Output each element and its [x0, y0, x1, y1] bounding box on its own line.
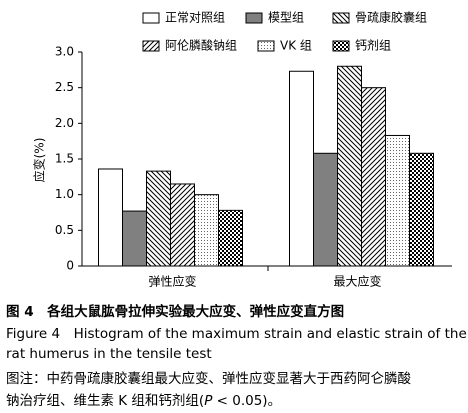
y-tick-label: 2.0 [55, 116, 74, 130]
bar [361, 87, 386, 267]
legend-label: VK 组 [280, 39, 312, 53]
x-tick-label: 最大应变 [333, 274, 381, 289]
bar [122, 210, 147, 267]
caption-note: 钠治疗组、维生素 K 组和钙剂组(P < 0.05)。 [6, 393, 281, 409]
legend-label: 骨疏康胶囊组 [355, 10, 427, 25]
y-tick-label: 1.5 [55, 152, 74, 166]
caption-title: 图 4 各组大鼠肱骨拉伸实验最大应变、弹性应变直方图 [6, 303, 344, 320]
bar [313, 152, 338, 267]
y-tick-label: 2.5 [55, 80, 74, 94]
legend-swatch [257, 40, 275, 52]
y-tick-label: 0.5 [55, 223, 74, 237]
note-text: 钠治疗组、维生素 K 组和钙剂组( [6, 393, 204, 409]
bar [385, 134, 410, 267]
note-text: P [204, 393, 213, 409]
legend-label: 阿伦膦酸钠组 [165, 38, 237, 53]
legend-swatch [142, 40, 160, 52]
bar [409, 152, 434, 267]
note-text: < 0.05)。 [212, 393, 281, 409]
y-tick-label: 3.0 [55, 45, 74, 59]
bar [146, 170, 171, 267]
bar [289, 70, 314, 267]
bar [218, 209, 243, 267]
legend-swatch [332, 12, 350, 24]
legend-label: 正常对照组 [165, 11, 225, 25]
x-tick-label: 弹性应变 [148, 274, 196, 289]
y-tick-label: 1.0 [55, 187, 74, 201]
caption-english: rat humerus in the tensile test [6, 346, 212, 362]
bar [194, 194, 219, 267]
legend-label: 模型组 [268, 11, 304, 25]
bar [98, 168, 123, 267]
legend-swatch [332, 40, 350, 52]
y-tick-label: 0 [66, 259, 74, 273]
caption-note: 图注：中药骨疏康胶囊组最大应变、弹性应变显著大于西药阿仑膦酸 [6, 370, 411, 387]
legend-swatch [245, 12, 263, 24]
y-axis-label: 应变(%) [32, 138, 47, 183]
bar [337, 65, 362, 267]
bar [170, 183, 195, 267]
caption-english: Figure 4 Histogram of the maximum strain… [6, 326, 467, 342]
legend-label: 钙剂组 [355, 38, 391, 53]
legend-swatch [142, 12, 160, 24]
